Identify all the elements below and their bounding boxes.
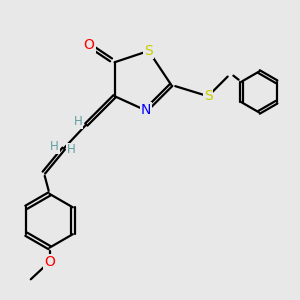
Text: O: O: [84, 38, 94, 52]
Text: H: H: [67, 143, 76, 157]
Text: S: S: [204, 89, 212, 103]
Text: S: S: [144, 44, 153, 58]
Text: H: H: [74, 115, 82, 128]
Text: N: N: [141, 103, 151, 117]
Text: O: O: [44, 255, 55, 269]
Text: H: H: [50, 140, 59, 153]
